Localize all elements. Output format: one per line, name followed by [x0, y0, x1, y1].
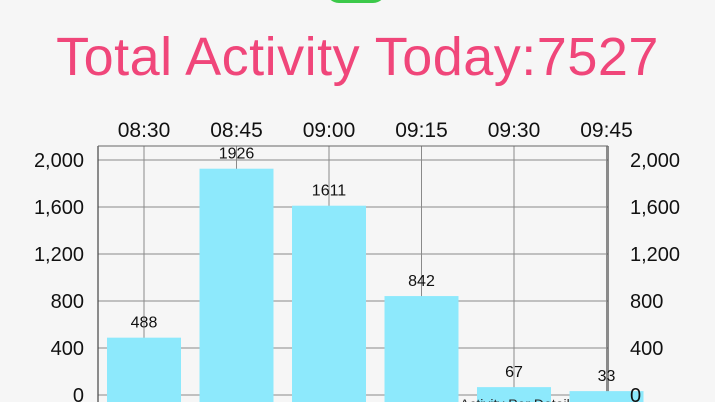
y-tick-label-right: 1,600 [630, 197, 680, 219]
y-tick-label-left: 0 [73, 385, 84, 402]
y-tick-label-left: 800 [51, 291, 84, 313]
bar-value-label: 33 [598, 368, 616, 385]
y-tick-label-right: 1,200 [630, 244, 680, 266]
y-tick-label-left: 2,000 [34, 150, 84, 172]
top-arc-indicator [326, 0, 386, 3]
bar [199, 168, 274, 402]
x-tick-label: 09:00 [303, 119, 356, 142]
x-tick-label: 08:30 [118, 119, 171, 142]
x-tick-label: 09:30 [488, 119, 541, 142]
x-tick-label: 09:15 [395, 119, 448, 142]
bar [477, 387, 551, 402]
bar-value-label: 842 [408, 273, 435, 290]
y-tick-label-right: 400 [630, 338, 663, 360]
x-tick-label: 08:45 [210, 119, 263, 142]
bar [107, 337, 181, 402]
y-tick-label-left: 1,200 [34, 244, 84, 266]
total-activity-title: Total Activity Today:7527 [56, 27, 659, 87]
bar-value-label: 1611 [312, 183, 347, 200]
bar-value-label: 1926 [219, 146, 255, 163]
y-tick-label-right: 800 [630, 291, 663, 313]
y-tick-label-right: 0 [630, 385, 641, 402]
y-tick-label-left: 1,600 [34, 197, 84, 219]
x-tick-label: 09:45 [580, 119, 633, 142]
bar [384, 296, 459, 402]
bar [292, 205, 366, 402]
y-tick-label-left: 400 [51, 338, 84, 360]
bar-value-label: 67 [505, 364, 523, 381]
bar-value-label: 488 [131, 315, 158, 332]
y-tick-label-right: 2,000 [630, 150, 680, 172]
bar [569, 391, 644, 402]
legend-label: Activity Per Detail [460, 396, 570, 402]
